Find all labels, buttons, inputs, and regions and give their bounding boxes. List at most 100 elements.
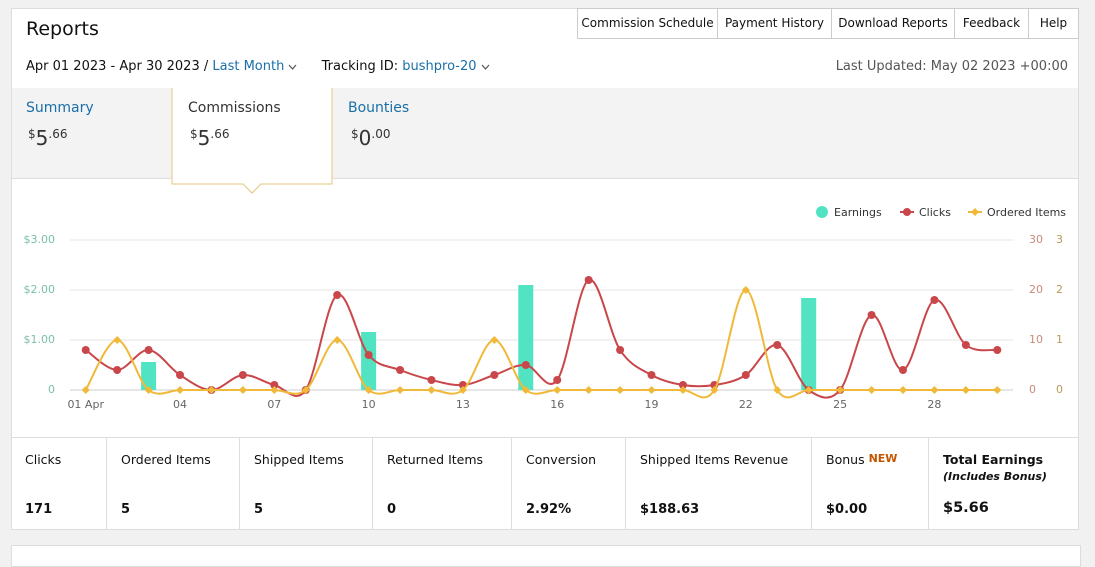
x-tick-label: 07 [267, 398, 281, 411]
point [993, 346, 1002, 354]
point [490, 371, 499, 379]
stat: Conversion 2.92% [512, 438, 626, 530]
point [270, 386, 279, 394]
y2-tick-label: 10 [1029, 333, 1043, 346]
y3-tick-label: 0 [1056, 383, 1063, 396]
point [81, 346, 90, 354]
menu-button[interactable]: Help [1028, 8, 1079, 39]
cents: .00 [371, 127, 391, 141]
stat-value: 2.92% [526, 502, 572, 517]
y2-tick-label: 30 [1029, 233, 1043, 246]
menu-button[interactable]: Feedback [954, 8, 1029, 39]
tab[interactable]: Bounties [348, 100, 410, 116]
point [521, 386, 530, 394]
currency: $ [351, 127, 359, 141]
point [647, 386, 656, 394]
stat: Ordered Items 5 [107, 438, 240, 530]
stat-label: Returned Items [387, 452, 483, 467]
point [113, 366, 122, 374]
stat-label-text: Bonus [826, 452, 865, 467]
point [144, 346, 153, 354]
y-tick-label: $1.00 [24, 333, 56, 346]
period: Last Month [212, 59, 285, 74]
currency: $ [190, 127, 198, 141]
stat-label-text: Ordered Items [121, 452, 211, 467]
y3-tick-label: 2 [1056, 283, 1063, 296]
point [238, 386, 247, 394]
stat-value: 0 [387, 502, 397, 517]
point [521, 361, 530, 369]
point [930, 386, 939, 394]
active-tab-frame [171, 88, 333, 194]
filter-row: Apr 01 2023 - Apr 30 2023 / Last Month T… [26, 59, 490, 74]
y2-tick-label: 20 [1029, 283, 1043, 296]
legend-label: Clicks [919, 206, 951, 219]
y-tick-label: $2.00 [24, 283, 56, 296]
x-tick-label: 19 [645, 398, 659, 411]
currency: $ [28, 127, 36, 141]
point [207, 386, 216, 394]
stats-divider [12, 437, 1078, 438]
stat-label: Shipped Items Revenue [640, 452, 788, 467]
point [710, 386, 719, 394]
tracking-id: bushpro-20 [402, 59, 477, 74]
x-tick-label: 13 [456, 398, 470, 411]
point [490, 336, 499, 344]
point [930, 296, 939, 304]
menu-button[interactable]: Payment History [717, 8, 832, 39]
point [427, 386, 436, 394]
tracking-dropdown[interactable]: bushpro-20 [402, 59, 490, 74]
stat: Returned Items 0 [373, 438, 512, 530]
point [898, 366, 907, 374]
bar [801, 298, 817, 390]
tracking-label: Tracking ID: [321, 59, 399, 74]
bar [141, 362, 157, 390]
menu-button[interactable]: Commission Schedule [577, 8, 718, 39]
legend-swatch [816, 206, 828, 218]
whole: 0 [358, 126, 372, 150]
y2-tick-label: 0 [1029, 383, 1036, 396]
point [427, 376, 436, 384]
menu-button[interactable]: Download Reports [831, 8, 955, 39]
last-updated: Last Updated: May 02 2023 +00:00 [835, 59, 1068, 74]
x-tick-label: 10 [362, 398, 376, 411]
period-dropdown[interactable]: Last Month [212, 59, 297, 74]
point [961, 341, 970, 349]
point [961, 386, 970, 394]
point [81, 386, 90, 394]
point [898, 386, 907, 394]
x-tick-label: 25 [833, 398, 847, 411]
stat: Clicks 171 [11, 438, 107, 530]
y-tick-label: $3.00 [24, 233, 56, 246]
point [678, 386, 687, 394]
cents: .66 [210, 127, 230, 141]
stat-label: Ordered Items [121, 452, 211, 467]
stat-label: Shipped Items [254, 452, 344, 467]
tab-amount: $5.66 [190, 126, 229, 150]
point [773, 341, 782, 349]
stat: Shipped Items 5 [240, 438, 373, 530]
x-tick-label: 16 [550, 398, 564, 411]
whole: 5 [197, 126, 211, 150]
point [144, 386, 153, 394]
point [584, 386, 593, 394]
stat: Bonus NEW $0.00 [812, 438, 929, 530]
stat-value: 171 [25, 502, 53, 517]
point [301, 386, 310, 394]
point [333, 291, 342, 299]
cents: .66 [48, 127, 68, 141]
tab[interactable]: Commissions [188, 100, 281, 116]
stat-value: $5.66 [943, 500, 989, 516]
stat-label: Total Earnings (Includes Bonus) [943, 452, 1047, 483]
point [993, 386, 1002, 394]
bar [518, 285, 534, 390]
point [553, 386, 562, 394]
tab[interactable]: Summary [26, 100, 94, 116]
y3-tick-label: 3 [1056, 233, 1063, 246]
page-title: Reports [26, 18, 99, 40]
point [647, 371, 656, 379]
point [364, 386, 373, 394]
date-range: Apr 01 2023 - Apr 30 2023 / [26, 59, 209, 74]
tab-amount: $5.66 [28, 126, 67, 150]
legend-label: Ordered Items [987, 206, 1066, 219]
